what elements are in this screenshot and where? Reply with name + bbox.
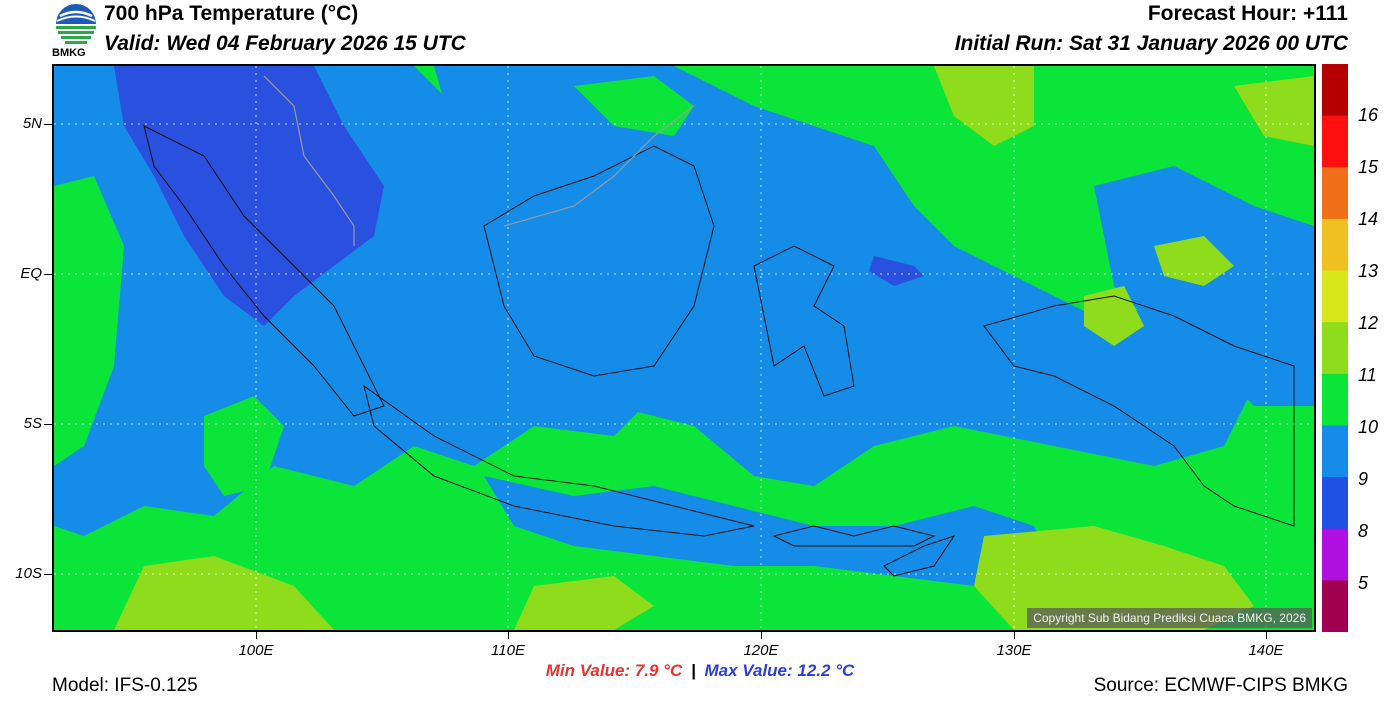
lon-label-140e: 140E (1248, 642, 1284, 659)
lon-label-120e: 120E (743, 642, 779, 659)
colorbar-label-11: 11 (1358, 365, 1377, 385)
model-info: Model: IFS-0.125 (52, 675, 198, 696)
colorbar-label-16: 16 (1358, 105, 1379, 125)
warm-patch-north (934, 66, 1034, 146)
initial-run: Initial Run: Sat 31 January 2026 00 UTC (954, 32, 1348, 55)
colorbar-swatch (1322, 218, 1348, 272)
coastlines (143, 125, 1295, 577)
temperature-map: Copyright Sub Bidang Prediksi Cuaca BMKG… (52, 64, 1316, 632)
lon-tick (1266, 632, 1267, 639)
colorbar-swatch (1322, 528, 1348, 581)
lon-label-110e: 110E (491, 642, 525, 659)
colorbar-label-15: 15 (1358, 157, 1379, 177)
logo-text: BMKG (52, 47, 86, 59)
graticule (54, 66, 1314, 630)
green-patch-indian-ocean (204, 396, 284, 496)
copyright-notice: Copyright Sub Bidang Prediksi Cuaca BMKG… (1027, 608, 1312, 628)
lon-tick (1014, 632, 1015, 639)
colorbar-swatch (1322, 477, 1348, 530)
lon-tick (508, 632, 509, 639)
warm-patch-south (514, 576, 654, 630)
colorbar-swatch (1322, 322, 1348, 375)
colorbar-swatch (1322, 64, 1348, 117)
lat-tick (44, 274, 52, 275)
colorbar (1322, 64, 1348, 633)
lon-label-100e: 100E (238, 642, 274, 659)
lat-tick (44, 124, 52, 125)
max-value: Max Value: 12.2 °C (704, 661, 855, 680)
warm-patch-northeast (1234, 76, 1314, 146)
lon-tick (761, 632, 762, 639)
chart-title: 700 hPa Temperature (°C) (104, 2, 359, 25)
colorbar-swatch (1322, 373, 1348, 426)
colorbar-swatch (1322, 115, 1348, 168)
colorbar-label-8: 8 (1358, 521, 1369, 541)
lon-label-130e: 130E (996, 642, 1032, 659)
lat-label-5n: 5N (22, 115, 42, 132)
colorbar-label-14: 14 (1358, 209, 1379, 229)
colorbar-label-5: 5 (1358, 573, 1369, 593)
colorbar-swatch (1322, 167, 1348, 220)
lon-tick (256, 632, 257, 639)
colorbar-label-13: 13 (1358, 261, 1379, 281)
map-canvas (54, 66, 1314, 630)
forecast-hour: Forecast Hour: +111 (1147, 2, 1348, 25)
colorbar-swatch (1322, 270, 1348, 323)
warm-patch-arafura (974, 526, 1254, 630)
min-max-summary: Min Value: 7.9 °C | Max Value: 12.2 °C (0, 661, 1400, 681)
lat-label-10s: 10S (15, 565, 42, 582)
lat-label-eq: EQ (20, 265, 42, 282)
bmkg-logo (52, 2, 100, 60)
green-patch-south-china-sea (574, 76, 694, 136)
green-patch-west (54, 176, 124, 466)
colorbar-swatch (1322, 580, 1348, 633)
min-value: Min Value: 7.9 °C (545, 661, 683, 680)
lat-label-5s: 5S (23, 415, 42, 432)
cold-band-sumatra (114, 66, 384, 326)
warm-patch-southwest (114, 556, 334, 630)
lat-tick (44, 574, 52, 575)
borders-malaysia (263, 75, 695, 246)
colorbar-swatch (1322, 425, 1348, 478)
lat-tick (44, 424, 52, 425)
blue-region-central (434, 66, 1254, 486)
source-info: Source: ECMWF-CIPS BMKG (1093, 675, 1348, 696)
colorbar-label-12: 12 (1358, 313, 1379, 333)
cold-patch-sulawesi (869, 256, 924, 286)
colorbar-label-10: 10 (1358, 417, 1379, 437)
colorbar-swatches (1322, 64, 1348, 633)
valid-time: Valid: Wed 04 February 2026 15 UTC (104, 32, 466, 55)
blue-region-south (484, 476, 1054, 586)
minmax-separator: | (690, 661, 696, 680)
colorbar-label-9: 9 (1358, 469, 1369, 489)
